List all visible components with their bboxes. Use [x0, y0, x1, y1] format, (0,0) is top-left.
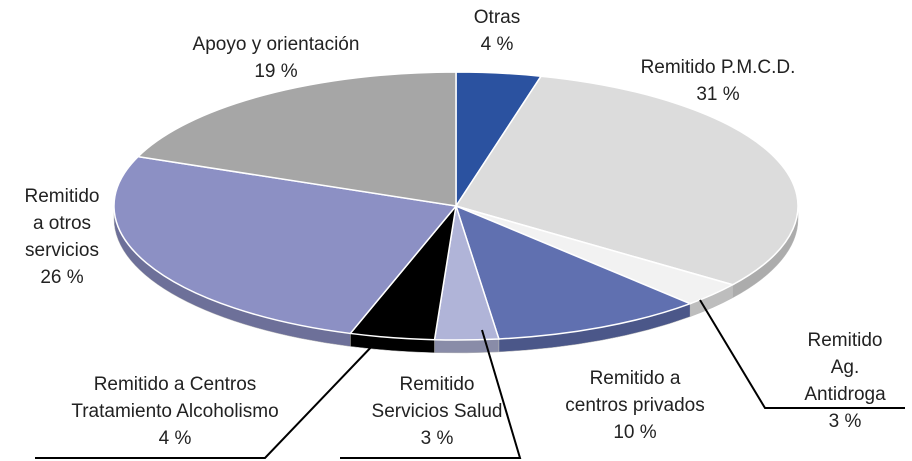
leader-line [340, 329, 522, 459]
value-label: 4 % [480, 34, 514, 55]
value-label: 3 % [828, 411, 862, 432]
value-label: 19 % [254, 61, 298, 82]
value-label: 10 % [613, 422, 657, 443]
slice [454, 75, 799, 286]
value-label: 31 % [696, 84, 740, 105]
slice-label: Remitido a Centros Tratamiento Alcoholis… [71, 371, 278, 452]
slice [113, 155, 458, 335]
slice-label: Remitido a otros servicios 26 % [25, 183, 100, 291]
category-label: Apoyo y orientación [192, 34, 360, 55]
leader-line [35, 342, 376, 459]
value-label: 4 % [158, 428, 192, 449]
category-label: Remitido Ag. Antidroga [804, 330, 886, 405]
slice-label: Remitido a centros privados 10 % [565, 365, 704, 446]
slice-label: Remitido Servicios Salud 3 % [372, 371, 503, 452]
slice-label: Remitido P.M.C.D. 31 % [641, 54, 796, 108]
slice-label: Apoyo y orientación 19 % [193, 31, 360, 85]
category-label: Otras [473, 7, 521, 28]
leader-line [699, 299, 905, 409]
category-label: Remitido a centros privados [565, 368, 705, 416]
slice [136, 71, 457, 207]
category-label: Remitido a Centros Tratamiento Alcoholis… [71, 374, 279, 422]
slice-label: Remitido Ag. Antidroga 3 % [804, 327, 885, 435]
category-label: Remitido a otros servicios [24, 186, 100, 261]
slice [454, 204, 693, 340]
slice-label: Otras 4 % [474, 4, 520, 58]
value-label: 3 % [420, 428, 454, 449]
category-label: Remitido P.M.C.D. [640, 57, 796, 78]
value-label: 26 % [40, 267, 84, 288]
category-label: Remitido Servicios Salud [371, 374, 503, 422]
